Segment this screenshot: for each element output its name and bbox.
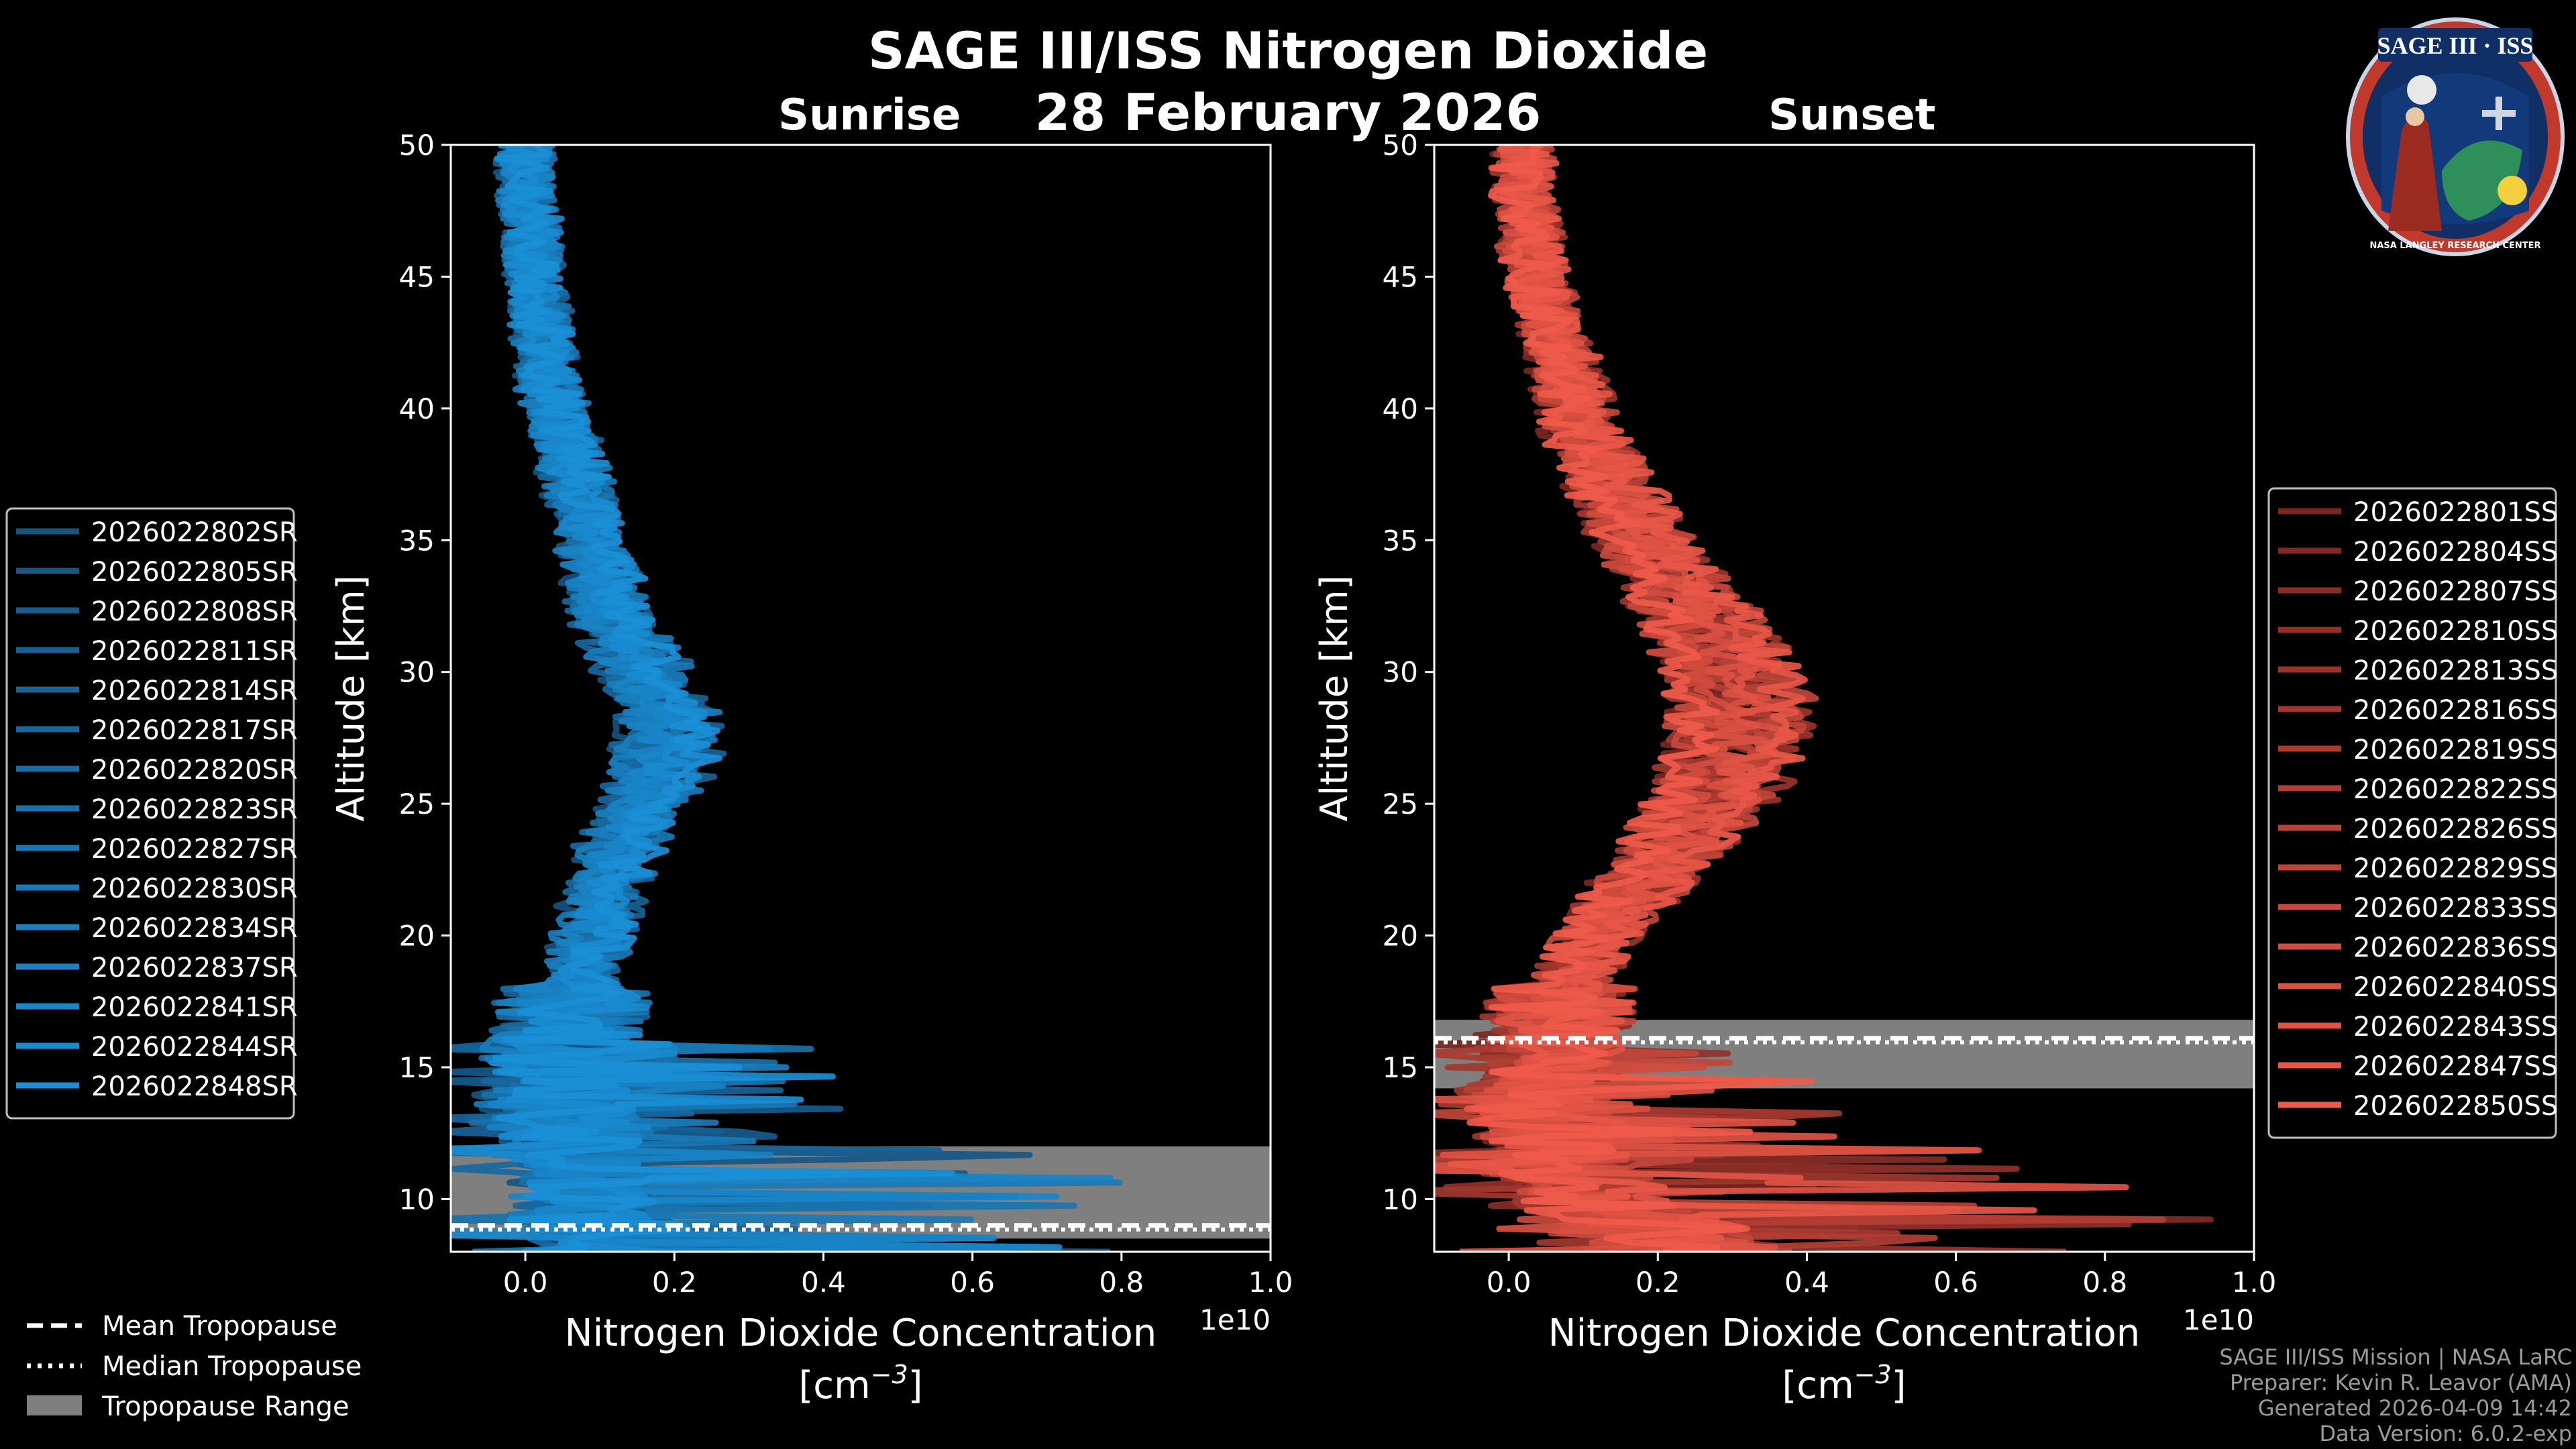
sunset-xtick-label: 0.8	[2082, 1266, 2127, 1299]
sunset-legend: 2026022801SS 2026022804SS 2026022807SS 2026…	[2267, 487, 2558, 1139]
footer-mission: SAGE III/ISS Mission | NASA LaRC	[2219, 1344, 2572, 1370]
sunrise-xlabel: Nitrogen Dioxide Concentration	[565, 1311, 1157, 1355]
sunrise-legend-label: 2026022814SR	[91, 676, 298, 706]
sunset-legend-label: 2026022833SS	[2353, 893, 2558, 924]
sunrise-panel-title: Sunrise	[778, 91, 961, 140]
sunrise-axes-frame	[449, 144, 1272, 1253]
sunrise-legend-label: 2026022848SR	[91, 1071, 298, 1102]
sunrise-ytick-label: 45	[399, 260, 435, 293]
sunset-offset-text: 1e10	[2183, 1303, 2254, 1336]
sunset-legend-label: 2026022804SS	[2353, 537, 2558, 568]
sunset-ytick-label: 10	[1383, 1183, 1418, 1216]
sunset-xtick-label: 1.0	[2232, 1266, 2277, 1299]
sunset-xlabel-unit: [cm−3]	[1782, 1360, 1906, 1407]
sunset-panel: 0.0 0.2 0.4 0.6 0.8 1.0 10 15 20 25 30 35 40 45 50 1e10…	[1313, 129, 2277, 1407]
sunset-ytick-label: 35	[1383, 524, 1418, 557]
sunrise-xtick-label: 0.8	[1099, 1266, 1144, 1299]
sunrise-legend-label: 2026022844SR	[91, 1032, 298, 1063]
sunset-ytick-label: 30	[1383, 656, 1418, 689]
sunrise-xtick-label: 0.4	[801, 1266, 846, 1299]
sunrise-ytick-label: 10	[399, 1183, 435, 1216]
sunset-ytick-label: 45	[1383, 260, 1418, 293]
logo-ring-text: NASA LANGLEY RESEARCH CENTER	[2369, 241, 2540, 251]
sunrise-legend-label: 2026022841SR	[91, 992, 298, 1023]
sunset-profile-2026022850SS	[1466, 145, 1815, 1252]
sunset-ytick-label: 50	[1383, 129, 1418, 162]
sage-iii-iss-mission-logo: SAGE III · ISS NASA LANGLEY RESEARCH CEN…	[2346, 17, 2565, 256]
sunrise-ylabel: Altitude [km]	[329, 575, 373, 821]
sunrise-legend-label: 2026022823SR	[91, 794, 298, 825]
legend-range-label: Tropopause Range	[101, 1391, 350, 1422]
sunrise-legend-label: 2026022837SR	[91, 953, 298, 983]
sunrise-xlabel-unit: [cm−3]	[798, 1360, 922, 1407]
chart-title: SAGE III/ISS Nitrogen Dioxide	[867, 21, 1709, 80]
sunrise-legend-label: 2026022820SR	[91, 755, 298, 786]
legend-range-swatch	[27, 1395, 82, 1415]
sunset-profile-2026022847SS	[1447, 145, 2037, 1252]
sunrise-ytick-label: 50	[399, 129, 435, 162]
sunset-ytick-label: 40	[1383, 392, 1418, 425]
sunrise-ytick-label: 15	[399, 1051, 435, 1084]
sunset-legend-label: 2026022840SS	[2353, 972, 2558, 1003]
sunrise-offset-text: 1e10	[1199, 1303, 1271, 1336]
sunset-legend-label: 2026022810SS	[2353, 616, 2558, 647]
footer-credits: SAGE III/ISS Mission | NASA LaRC Prepare…	[2219, 1344, 2572, 1446]
sunset-panel-title: Sunset	[1768, 91, 1936, 140]
sunrise-legend-label: 2026022830SR	[91, 873, 298, 904]
sunrise-plot-area	[451, 145, 1271, 1252]
sunrise-xtick-label: 0.2	[652, 1266, 697, 1299]
sunrise-ytick-label: 35	[399, 524, 435, 557]
sunrise-ytick-label: 20	[399, 920, 435, 953]
sunset-axes-frame	[1433, 144, 2255, 1253]
sunset-ytick-label: 25	[1383, 788, 1418, 820]
sunset-xlabel: Nitrogen Dioxide Concentration	[1548, 1311, 2141, 1355]
sunrise-legend-label: 2026022834SR	[91, 913, 298, 944]
footer-generated: Generated 2026-04-09 14:42	[2257, 1395, 2572, 1421]
sunset-legend-label: 2026022836SS	[2353, 932, 2558, 963]
sunset-legend-label: 2026022826SS	[2353, 814, 2558, 845]
footer-version: Data Version: 6.0.2-exp	[2319, 1421, 2572, 1446]
sunset-xtick-label: 0.6	[1933, 1266, 1978, 1299]
tropopause-legend: Mean Tropopause Median Tropopause Tropopau…	[27, 1311, 362, 1422]
sunrise-ytick-label: 30	[399, 656, 435, 689]
sunrise-xtick-label: 0.0	[503, 1266, 548, 1299]
sunset-legend-label: 2026022813SS	[2353, 655, 2558, 686]
sunrise-xtick-label: 1.0	[1248, 1266, 1293, 1299]
sunset-ylabel: Altitude [km]	[1313, 575, 1356, 821]
sunrise-ytick-label: 40	[399, 392, 435, 425]
sunset-plot-area	[1434, 145, 2254, 1252]
sunset-ytick-label: 15	[1383, 1051, 1418, 1084]
footer-preparer: Preparer: Kevin R. Leavor (AMA)	[2229, 1370, 2572, 1395]
sunrise-legend-label: 2026022802SR	[91, 517, 298, 548]
sunrise-legend-label: 2026022811SR	[91, 636, 298, 667]
sunset-legend-label: 2026022850SS	[2353, 1091, 2558, 1122]
legend-median-label: Median Tropopause	[102, 1351, 362, 1382]
sunrise-legend-label: 2026022805SR	[91, 557, 298, 588]
sunset-legend-label: 2026022829SS	[2353, 853, 2558, 884]
sunrise-profile-2026022848SR	[492, 145, 956, 1252]
sunset-legend-box	[2267, 487, 2557, 1139]
sunrise-legend-label: 2026022817SR	[91, 715, 298, 746]
sunset-legend-label: 2026022819SS	[2353, 735, 2558, 765]
sunset-legend-label: 2026022847SS	[2353, 1051, 2558, 1082]
chart-date: 28 February 2026	[1034, 83, 1542, 142]
sunset-xtick-label: 0.2	[1635, 1266, 1680, 1299]
sunset-legend-label: 2026022807SS	[2353, 576, 2558, 607]
sunset-xtick-label: 0.4	[1784, 1266, 1829, 1299]
sunrise-ytick-label: 25	[399, 788, 435, 820]
sunrise-legend-label: 2026022827SR	[91, 834, 298, 865]
sunrise-legend: 2026022802SR 2026022805SR 2026022808SR 2026…	[5, 507, 298, 1120]
sunset-legend-label: 2026022822SS	[2353, 774, 2558, 805]
logo-title: SAGE III · ISS	[2377, 32, 2533, 59]
sunrise-legend-label: 2026022808SR	[91, 596, 298, 627]
legend-mean-label: Mean Tropopause	[102, 1311, 337, 1342]
sunset-ytick-label: 20	[1383, 920, 1418, 953]
sunrise-panel: 0.0 0.2 0.4 0.6 0.8 1.0 10 15 20 25 30 35 40 45 50 1e10…	[329, 129, 1293, 1407]
sunset-legend-label: 2026022801SS	[2353, 497, 2558, 528]
sunset-legend-label: 2026022816SS	[2353, 695, 2558, 726]
sunrise-xtick-label: 0.6	[950, 1266, 995, 1299]
sunset-legend-label: 2026022843SS	[2353, 1012, 2558, 1042]
sunset-xtick-label: 0.0	[1487, 1266, 1532, 1299]
